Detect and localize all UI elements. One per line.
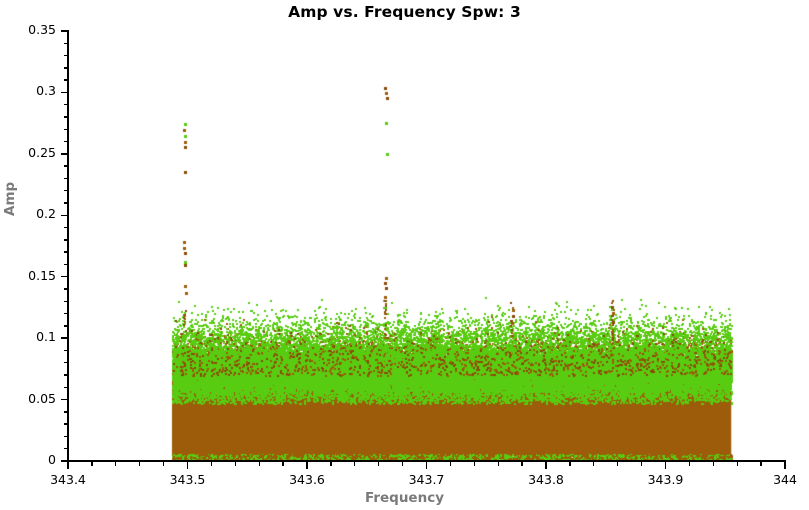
y-tick-minor (64, 128, 68, 130)
x-tick-minor (378, 462, 380, 466)
y-tick-label: 0.1 (36, 329, 56, 345)
x-tick-minor (736, 462, 738, 466)
y-tick-minor (64, 79, 68, 81)
x-tick-label: 343.7 (408, 472, 445, 487)
y-axis-spine (67, 30, 69, 462)
y-tick-minor (64, 42, 68, 44)
y-tick-major (61, 214, 68, 216)
x-tick-label: 343.6 (289, 472, 325, 487)
x-tick-label: 344 (773, 472, 797, 487)
x-tick-minor (282, 462, 284, 466)
y-tick-minor (64, 312, 68, 315)
x-tick-major (545, 462, 547, 469)
y-tick-minor (64, 190, 68, 192)
y-tick-minor (64, 448, 68, 450)
y-tick-minor (64, 177, 68, 180)
y-tick-minor (64, 251, 68, 253)
y-tick-major (61, 91, 68, 94)
y-tick-major (61, 30, 68, 32)
y-tick-minor (64, 116, 68, 118)
x-tick-minor (401, 462, 404, 466)
plot-area (68, 31, 785, 461)
scatter-canvas (68, 31, 785, 461)
y-tick-minor (64, 140, 68, 143)
y-tick-label: 0 (48, 452, 56, 467)
x-tick-label: 343.9 (647, 472, 684, 487)
x-tick-major (425, 462, 428, 469)
y-tick-major (61, 153, 68, 155)
y-tick-minor (64, 325, 68, 327)
x-tick-major (784, 462, 786, 469)
x-tick-minor (115, 462, 117, 466)
x-tick-major (664, 462, 667, 469)
y-tick-minor (64, 239, 68, 241)
x-tick-major (67, 462, 69, 469)
y-tick-minor (64, 202, 68, 204)
y-tick-minor (64, 374, 68, 376)
y-tick-minor (64, 423, 68, 425)
x-tick-major (186, 462, 189, 469)
x-tick-minor (688, 462, 691, 466)
x-tick-minor (497, 462, 499, 466)
y-tick-minor (64, 288, 68, 290)
y-axis-title: Amp (2, 181, 18, 216)
x-tick-minor (354, 462, 356, 466)
y-tick-minor (64, 165, 68, 167)
y-tick-minor (64, 349, 68, 352)
x-tick-minor (617, 462, 619, 466)
y-tick-major (61, 276, 68, 278)
x-tick-minor (258, 462, 260, 466)
y-tick-label: 0.3 (36, 83, 56, 99)
y-tick-minor (64, 362, 68, 364)
y-tick-label: 0.15 (28, 267, 56, 283)
x-axis-title: Frequency (364, 490, 445, 506)
x-tick-minor (449, 462, 452, 466)
x-tick-label: 343.8 (528, 472, 564, 487)
x-tick-minor (91, 462, 93, 466)
x-tick-minor (473, 462, 475, 466)
x-axis-spine (67, 460, 786, 462)
y-tick-minor (64, 54, 68, 57)
x-tick-minor (521, 462, 523, 466)
x-tick-minor (139, 462, 141, 466)
y-tick-minor (64, 386, 68, 388)
x-tick-minor (162, 462, 165, 466)
x-tick-minor (234, 462, 236, 466)
y-tick-minor (64, 300, 68, 302)
y-tick-minor (64, 104, 68, 106)
x-tick-major (306, 462, 308, 469)
x-tick-minor (210, 462, 213, 466)
y-tick-minor (64, 226, 68, 229)
y-tick-minor (64, 67, 68, 69)
y-tick-label: 0.25 (28, 144, 56, 160)
x-tick-minor (569, 462, 571, 466)
y-tick-label: 0.35 (28, 22, 56, 37)
x-tick-minor (593, 462, 595, 466)
y-tick-minor (64, 411, 68, 413)
x-tick-minor (640, 462, 643, 466)
y-tick-label: 0.05 (28, 390, 56, 406)
page-title: Amp vs. Frequency Spw: 3 (288, 3, 521, 21)
x-tick-label: 343.4 (50, 472, 86, 487)
y-tick-minor (64, 263, 68, 266)
x-tick-label: 343.5 (169, 472, 206, 487)
x-tick-minor (760, 462, 762, 466)
y-tick-label: 0.2 (36, 206, 56, 222)
y-tick-major (61, 398, 68, 401)
x-tick-minor (330, 462, 332, 466)
x-tick-minor (712, 462, 714, 466)
y-tick-major (61, 460, 68, 462)
y-tick-major (61, 337, 68, 339)
y-tick-minor (64, 435, 68, 438)
